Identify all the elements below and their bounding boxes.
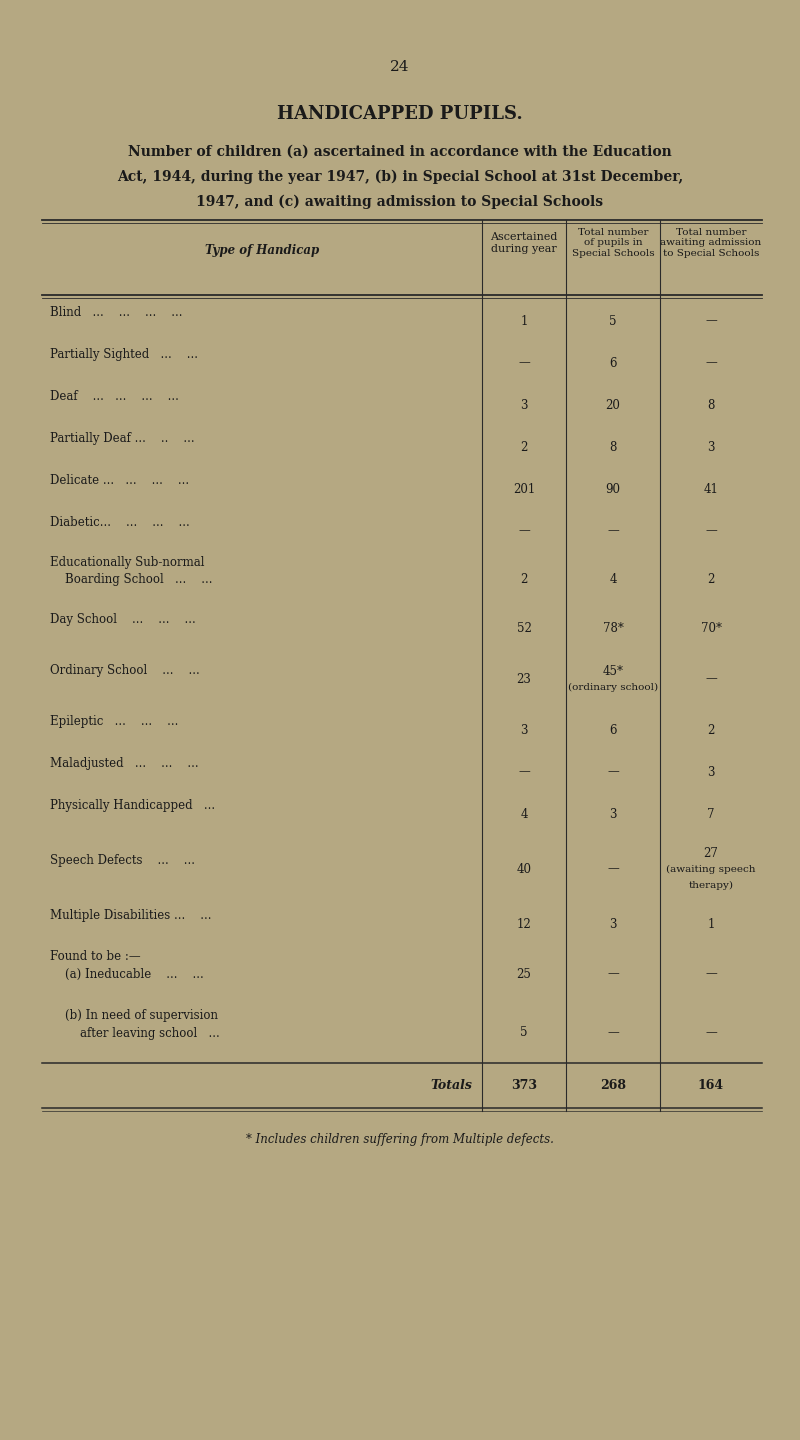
Text: Ascertained
during year: Ascertained during year: [490, 232, 558, 253]
Text: 2: 2: [520, 441, 528, 454]
Text: 7: 7: [707, 808, 714, 821]
Text: 3: 3: [520, 399, 528, 412]
Text: Delicate ...   ...    ...    ...: Delicate ... ... ... ...: [50, 474, 189, 487]
Text: 2: 2: [520, 573, 528, 586]
Text: —: —: [705, 524, 717, 537]
Text: 4: 4: [520, 808, 528, 821]
Text: 25: 25: [517, 968, 531, 981]
Text: 3: 3: [610, 917, 617, 930]
Text: 20: 20: [606, 399, 621, 412]
Text: (awaiting speech: (awaiting speech: [666, 864, 756, 874]
Text: 5: 5: [610, 314, 617, 327]
Text: 78*: 78*: [602, 622, 623, 635]
Text: 2: 2: [707, 723, 714, 736]
Text: Blind   ...    ...    ...    ...: Blind ... ... ... ...: [50, 307, 182, 320]
Text: 2: 2: [707, 573, 714, 586]
Text: Epileptic   ...    ...    ...: Epileptic ... ... ...: [50, 716, 178, 729]
Text: therapy): therapy): [689, 880, 734, 890]
Text: after leaving school   ...: after leaving school ...: [50, 1027, 220, 1040]
Text: —: —: [607, 968, 619, 981]
Text: 1: 1: [707, 917, 714, 930]
Text: * Includes children suffering from Multiple defects.: * Includes children suffering from Multi…: [246, 1133, 554, 1146]
Text: Totals: Totals: [430, 1079, 472, 1092]
Text: Type of Handicap: Type of Handicap: [205, 243, 319, 256]
Text: 1947, and (c) awaiting admission to Special Schools: 1947, and (c) awaiting admission to Spec…: [197, 194, 603, 209]
Text: —: —: [607, 766, 619, 779]
Text: 8: 8: [707, 399, 714, 412]
Text: 52: 52: [517, 622, 531, 635]
Text: 12: 12: [517, 917, 531, 930]
Text: Ordinary School    ...    ...: Ordinary School ... ...: [50, 664, 200, 677]
Text: 373: 373: [511, 1079, 537, 1092]
Text: Day School    ...    ...    ...: Day School ... ... ...: [50, 613, 196, 626]
Text: —: —: [705, 672, 717, 685]
Text: Maladjusted   ...    ...    ...: Maladjusted ... ... ...: [50, 757, 198, 770]
Text: Diabetic...    ...    ...    ...: Diabetic... ... ... ...: [50, 516, 190, 528]
Text: —: —: [607, 1027, 619, 1040]
Text: 6: 6: [610, 357, 617, 370]
Text: Educationally Sub-normal: Educationally Sub-normal: [50, 556, 205, 569]
Text: 201: 201: [513, 482, 535, 495]
Text: Act, 1944, during the year 1947, (b) in Special School at 31st December,: Act, 1944, during the year 1947, (b) in …: [117, 170, 683, 184]
Text: 8: 8: [610, 441, 617, 454]
Text: —: —: [705, 314, 717, 327]
Text: 268: 268: [600, 1079, 626, 1092]
Text: 6: 6: [610, 723, 617, 736]
Text: —: —: [607, 524, 619, 537]
Text: —: —: [518, 357, 530, 370]
Text: —: —: [705, 357, 717, 370]
Text: Found to be :—: Found to be :—: [50, 950, 141, 963]
Text: —: —: [705, 1027, 717, 1040]
Text: Number of children (a) ascertained in accordance with the Education: Number of children (a) ascertained in ac…: [128, 145, 672, 158]
Text: 23: 23: [517, 672, 531, 685]
Text: 40: 40: [517, 863, 531, 876]
Text: 41: 41: [703, 482, 718, 495]
Text: —: —: [607, 863, 619, 876]
Text: 3: 3: [610, 808, 617, 821]
Text: HANDICAPPED PUPILS.: HANDICAPPED PUPILS.: [277, 105, 523, 122]
Text: Partially Deaf ...    ..    ...: Partially Deaf ... .. ...: [50, 432, 194, 445]
Text: 164: 164: [698, 1079, 724, 1092]
Text: Physically Handicapped   ...: Physically Handicapped ...: [50, 799, 215, 812]
Text: 70*: 70*: [701, 622, 722, 635]
Text: 24: 24: [390, 60, 410, 73]
Text: Deaf    ...   ...    ...    ...: Deaf ... ... ... ...: [50, 390, 179, 403]
Text: —: —: [518, 766, 530, 779]
Text: Total number
of pupils in
Special Schools: Total number of pupils in Special School…: [572, 228, 654, 258]
Text: —: —: [705, 968, 717, 981]
Text: 3: 3: [707, 441, 714, 454]
Text: (b) In need of supervision: (b) In need of supervision: [50, 1009, 218, 1022]
Text: 3: 3: [707, 766, 714, 779]
Text: (a) Ineducable    ...    ...: (a) Ineducable ... ...: [50, 968, 204, 981]
Text: 45*: 45*: [602, 664, 623, 677]
Text: Total number
awaiting admission
to Special Schools: Total number awaiting admission to Speci…: [660, 228, 762, 258]
Text: 1: 1: [520, 314, 528, 327]
Text: 3: 3: [520, 723, 528, 736]
Text: Partially Sighted   ...    ...: Partially Sighted ... ...: [50, 348, 198, 361]
Text: 4: 4: [610, 573, 617, 586]
Text: Multiple Disabilities ...    ...: Multiple Disabilities ... ...: [50, 909, 211, 922]
Text: Boarding School   ...    ...: Boarding School ... ...: [50, 573, 213, 586]
Text: 27: 27: [703, 847, 718, 860]
Text: —: —: [518, 524, 530, 537]
Text: 5: 5: [520, 1027, 528, 1040]
Text: Speech Defects    ...    ...: Speech Defects ... ...: [50, 854, 195, 867]
Text: 90: 90: [606, 482, 621, 495]
Text: (ordinary school): (ordinary school): [568, 683, 658, 691]
